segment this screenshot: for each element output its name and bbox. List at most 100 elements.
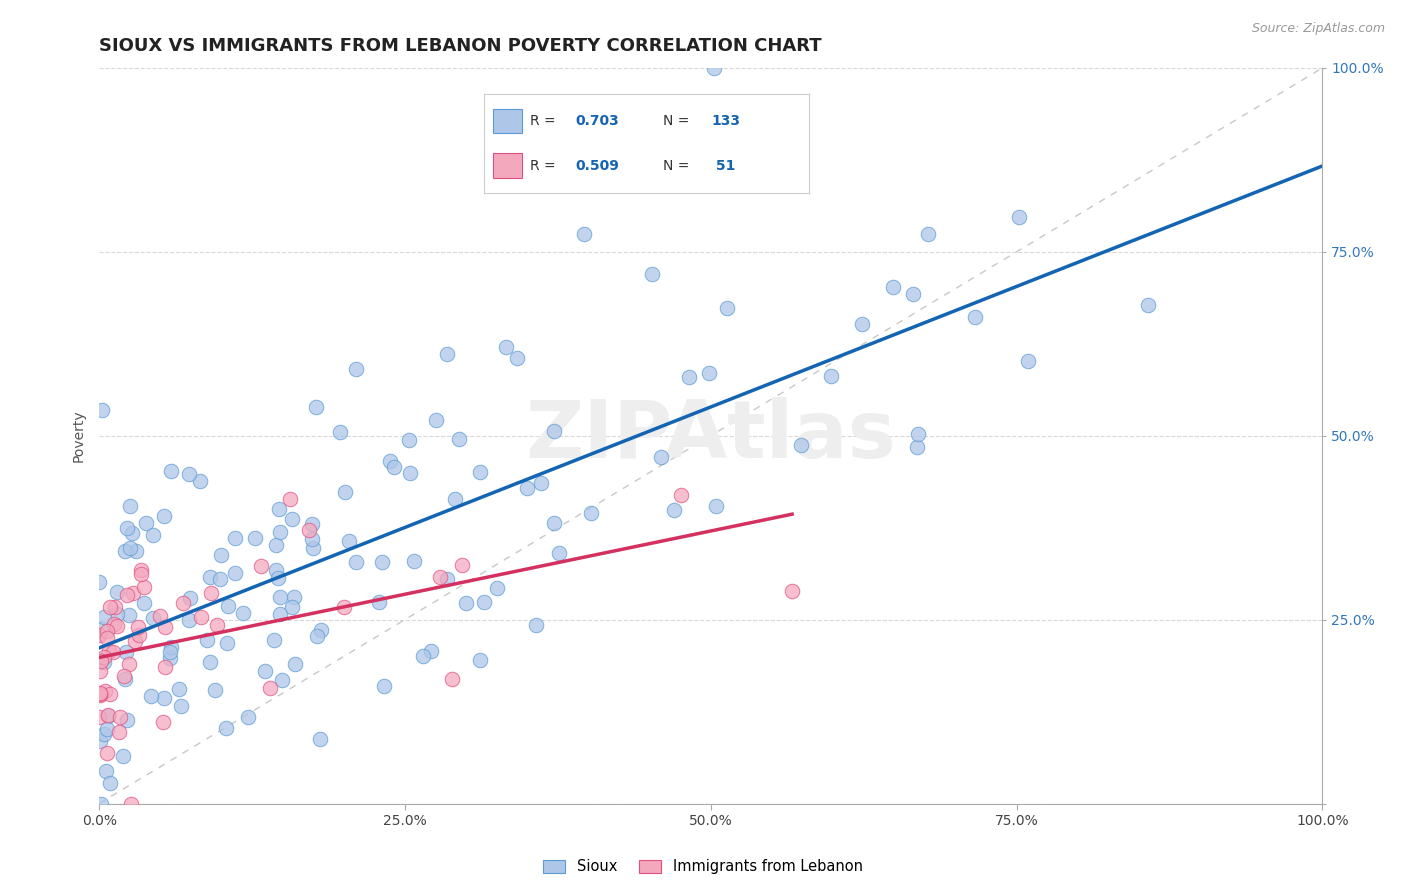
Point	[581, 506, 603, 520]
Point	[215, 721, 238, 735]
Point	[105, 619, 128, 633]
Point	[96, 746, 118, 760]
Point	[441, 672, 464, 686]
Point	[118, 657, 141, 672]
Point	[114, 672, 136, 686]
Point	[335, 485, 357, 500]
Point	[93, 650, 115, 665]
Point	[543, 424, 565, 438]
Point	[104, 600, 127, 615]
Point	[301, 541, 323, 555]
Point	[89, 688, 111, 702]
Point	[159, 651, 181, 665]
Point	[97, 708, 120, 723]
Point	[172, 596, 194, 610]
Point	[93, 655, 115, 669]
Point	[105, 585, 128, 599]
Point	[132, 597, 155, 611]
Point	[309, 732, 332, 747]
Point	[243, 531, 266, 545]
Point	[117, 588, 139, 602]
Point	[901, 287, 924, 301]
Point	[135, 516, 157, 531]
Point	[436, 572, 458, 586]
Point	[170, 698, 193, 713]
Point	[965, 310, 987, 325]
Point	[259, 681, 281, 696]
Point	[127, 619, 149, 633]
Point	[704, 499, 727, 513]
Legend: Sioux, Immigrants from Lebanon: Sioux, Immigrants from Lebanon	[537, 854, 869, 880]
Point	[398, 466, 420, 480]
Point	[217, 599, 239, 613]
Point	[112, 669, 135, 683]
Point	[96, 723, 118, 737]
Point	[132, 580, 155, 594]
Point	[89, 685, 111, 699]
Point	[495, 339, 517, 353]
Point	[91, 622, 114, 636]
Y-axis label: Poverty: Poverty	[72, 409, 86, 462]
Point	[281, 599, 304, 614]
Point	[669, 487, 692, 501]
Text: SIOUX VS IMMIGRANTS FROM LEBANON POVERTY CORRELATION CHART: SIOUX VS IMMIGRANTS FROM LEBANON POVERTY…	[100, 37, 821, 55]
Point	[96, 631, 118, 645]
Point	[89, 709, 111, 723]
Point	[224, 531, 246, 545]
Point	[153, 620, 176, 634]
Point	[115, 713, 138, 727]
Point	[332, 599, 354, 614]
Point	[250, 559, 273, 574]
Point	[200, 585, 222, 599]
Point	[329, 425, 352, 439]
Point	[205, 618, 228, 632]
Point	[97, 708, 120, 723]
Point	[232, 606, 254, 620]
Point	[93, 727, 115, 741]
Point	[790, 437, 813, 451]
Point	[468, 653, 491, 667]
Point	[373, 679, 395, 693]
Point	[152, 715, 174, 730]
Point	[115, 645, 138, 659]
Point	[96, 764, 118, 778]
Point	[167, 681, 190, 696]
Point	[118, 541, 141, 555]
Point	[368, 595, 391, 609]
Point	[125, 544, 148, 558]
Point	[195, 633, 218, 648]
Point	[90, 797, 112, 811]
Point	[543, 516, 565, 530]
Point	[485, 581, 508, 595]
Point	[398, 433, 420, 447]
Point	[114, 544, 136, 558]
Point	[90, 403, 112, 417]
Point	[278, 491, 301, 506]
Point	[450, 558, 472, 572]
Point	[378, 454, 401, 468]
Point	[115, 521, 138, 535]
Point	[301, 533, 323, 547]
Point	[454, 596, 477, 610]
Point	[177, 467, 200, 481]
Point	[264, 563, 287, 577]
Point	[269, 591, 291, 605]
Point	[907, 427, 929, 442]
Point	[382, 459, 405, 474]
Point	[436, 347, 458, 361]
Point	[190, 609, 212, 624]
Point	[280, 512, 302, 526]
Point	[301, 516, 323, 531]
Point	[283, 590, 305, 604]
Point	[1136, 298, 1159, 312]
Point	[472, 594, 495, 608]
Point	[650, 450, 672, 464]
Point	[108, 724, 131, 739]
Point	[117, 608, 139, 623]
Point	[112, 748, 135, 763]
Point	[516, 481, 538, 495]
Point	[124, 634, 146, 648]
Point	[98, 644, 121, 658]
Point	[371, 555, 394, 569]
Point	[309, 623, 332, 637]
